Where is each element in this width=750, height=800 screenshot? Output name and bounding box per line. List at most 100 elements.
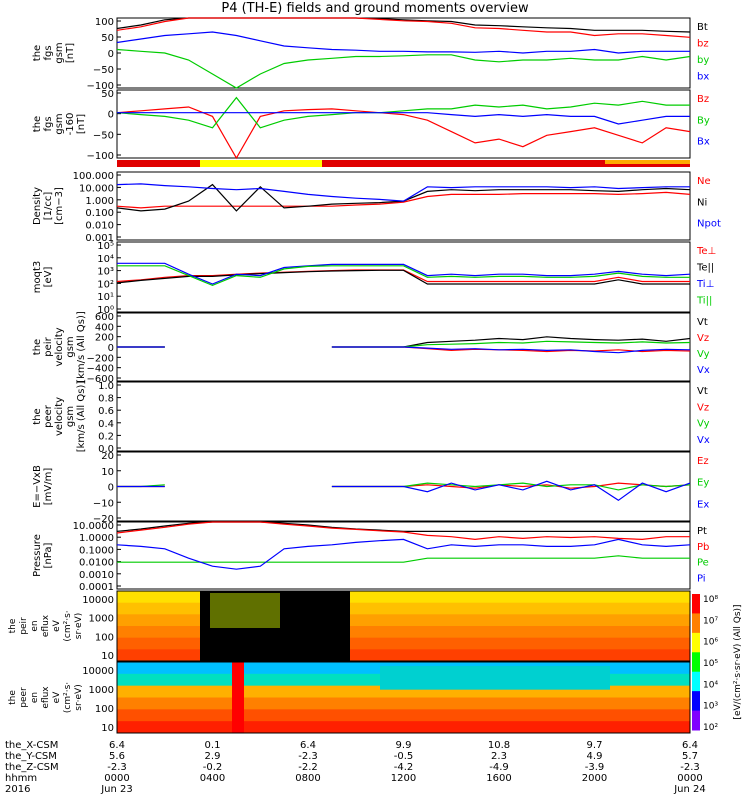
y-tick-label: 10.000 [79, 183, 114, 194]
y-tick-label: 0.0010 [79, 570, 114, 581]
legend-entry: Ni [697, 197, 707, 208]
y-tick-label: 0.2 [98, 431, 114, 442]
y-axis-label: the [8, 618, 18, 633]
legend-entry: Vx [697, 435, 710, 446]
series-line-pressure-2 [117, 556, 690, 562]
y-tick-label: −50 [93, 130, 114, 141]
x-axis-year: 2016 [5, 784, 30, 795]
x-axis-row-value: -2.2 [298, 762, 318, 773]
x-axis-row-value: -0.2 [203, 762, 223, 773]
y-axis-label: velocity [54, 327, 65, 366]
legend-entry: By [697, 115, 710, 126]
series-line-density-0 [117, 192, 690, 208]
y-tick-label: 20 [101, 451, 114, 462]
x-axis-row-value: 10.8 [488, 740, 510, 751]
x-axis-row-value: 6.4 [109, 740, 125, 751]
y-axis-label: (cm²·s· [63, 610, 73, 641]
spectrogram-band [117, 709, 690, 721]
x-axis-row-name: the_X-CSM [5, 740, 58, 751]
series-line-density-1 [117, 185, 690, 211]
y-axis-label: velocity [54, 397, 65, 436]
legend-entry: by [697, 55, 709, 66]
y-axis-label: the [8, 690, 18, 705]
legend-entry: Vt [697, 386, 708, 397]
y-axis-label: Density [32, 187, 43, 225]
legend-entry: Pe [697, 558, 709, 569]
y-tick-label: 1000 [89, 685, 114, 696]
y-tick-label: 10000 [82, 666, 114, 677]
x-axis-row-value: 6.4 [300, 740, 316, 751]
colorbar-segment [692, 711, 700, 731]
x-axis-row-value: 2.3 [491, 751, 507, 762]
series-line-vel1-2 [117, 341, 690, 347]
y-tick-label: 1.0 [98, 381, 114, 392]
spectrogram-band [117, 698, 690, 710]
y-axis-label: en [30, 692, 40, 703]
y-axis-label: [km/s (All Qs)] [76, 311, 87, 383]
y-tick-label: 0 [108, 110, 114, 121]
colorbar-tick-label: 10⁷ [703, 616, 718, 626]
colorbar-segment [692, 691, 700, 711]
y-axis-label: gsm [54, 42, 65, 63]
legend-entry: Ex [697, 499, 709, 510]
y-axis-label: the [32, 116, 43, 132]
legend-entry: Vz [697, 333, 709, 344]
y-tick-label: 0.1000 [79, 545, 114, 556]
series-line-fgs-2 [117, 50, 690, 89]
y-axis-label: sr·eV) [74, 613, 84, 639]
legend-entry: Vz [697, 402, 709, 413]
y-axis-label: the [32, 45, 43, 61]
legend-entry: Npot [697, 219, 721, 230]
x-axis-row-name: the_Z-CSM [5, 762, 59, 773]
y-tick-label: 0.010 [85, 221, 114, 232]
y-tick-label: 0.0100 [79, 558, 114, 569]
y-axis-label: fgs [43, 116, 54, 131]
y-tick-label: 1000 [89, 614, 114, 625]
x-axis-row-value: 0400 [200, 773, 225, 784]
y-tick-label: 0 [108, 49, 114, 60]
y-axis-label: eV [52, 619, 62, 632]
panel-frame [117, 90, 690, 158]
y-tick-label: 0.4 [98, 419, 114, 430]
y-axis-label: peir [19, 617, 29, 635]
legend-entry: bz [697, 39, 709, 50]
y-tick-label: 1.0000 [79, 533, 114, 544]
series-line-vel1-3 [117, 347, 690, 353]
y-tick-label: 0.6 [98, 406, 114, 417]
y-tick-label: 10 [101, 467, 114, 478]
colorbar-tick-label: 10⁵ [703, 659, 718, 669]
colorbar-tick-label: 10⁴ [703, 680, 718, 690]
x-axis-row-value: 5.6 [109, 751, 125, 762]
x-axis-row-value: 0000 [104, 773, 129, 784]
y-axis-label: gsm [65, 406, 76, 427]
y-tick-label: −10 [93, 498, 114, 509]
legend-entry: Bt [697, 22, 708, 33]
series-line-efield-2 [117, 481, 690, 500]
x-axis-row-value: -2.3 [107, 762, 127, 773]
y-tick-label: −50 [93, 65, 114, 76]
y-tick-label: 0.8 [98, 394, 114, 405]
y-tick-label: 0 [108, 483, 114, 494]
legend-entry: Pb [697, 542, 709, 553]
legend-entry: Te|| [696, 263, 714, 274]
series-line-fgs-0 [117, 18, 690, 32]
legend-entry: Ti⊥ [696, 279, 714, 290]
y-axis-label: eV [52, 691, 62, 704]
y-axis-label: [km/s (All Qs)] [76, 381, 87, 453]
y-tick-label: 100.000 [73, 171, 114, 182]
x-axis-row-value: 0800 [295, 773, 320, 784]
legend-entry: Ti|| [696, 296, 712, 307]
x-axis-row-value: -0.5 [394, 751, 414, 762]
y-axis-label: [cm−3] [54, 187, 65, 225]
y-axis-label: peir [43, 336, 54, 356]
legend-entry: Vt [697, 317, 708, 328]
y-tick-label: 10⁴ [97, 254, 114, 265]
colorbar-tick-label: 10² [703, 723, 718, 733]
y-tick-label: 50 [101, 89, 114, 100]
colorbar-segment [692, 613, 700, 633]
x-axis-row-value: -3.9 [585, 762, 605, 773]
y-axis-label: peer [43, 404, 54, 428]
series-line-fgs2-0 [117, 107, 690, 158]
x-axis-row-value: 1200 [391, 773, 416, 784]
